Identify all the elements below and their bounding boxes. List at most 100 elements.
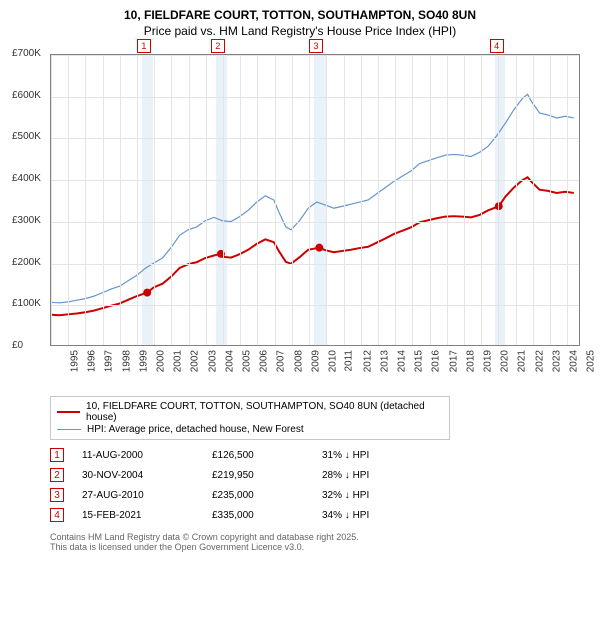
x-gridline — [378, 55, 379, 345]
x-axis-label: 2006 — [259, 350, 270, 372]
x-gridline — [257, 55, 258, 345]
legend-swatch-hpi — [57, 429, 81, 430]
y-gridline — [51, 264, 579, 265]
sale-idx: 3 — [50, 488, 64, 502]
y-gridline — [51, 305, 579, 306]
x-axis-label: 2010 — [327, 350, 338, 372]
x-gridline — [120, 55, 121, 345]
x-axis-label: 2023 — [551, 350, 562, 372]
footer: Contains HM Land Registry data © Crown c… — [50, 532, 588, 552]
x-gridline — [171, 55, 172, 345]
sale-row: 230-NOV-2004£219,95028% ↓ HPI — [50, 468, 588, 482]
chart-container: 10, FIELDFARE COURT, TOTTON, SOUTHAMPTON… — [0, 0, 600, 560]
sale-row: 4 15-FEB-2021£335,00034% ↓ HPI — [50, 508, 588, 522]
x-axis-label: 2003 — [207, 350, 218, 372]
x-gridline — [550, 55, 551, 345]
sale-date: 30-NOV-2004 — [82, 470, 212, 481]
x-axis-label: 2022 — [534, 350, 545, 372]
x-gridline — [481, 55, 482, 345]
x-gridline — [51, 55, 52, 345]
y-gridline — [51, 138, 579, 139]
x-axis-label: 1997 — [104, 350, 115, 372]
sale-idx: 2 — [50, 468, 64, 482]
y-gridline — [51, 222, 579, 223]
sale-marker: 4 — [490, 39, 504, 53]
x-gridline — [412, 55, 413, 345]
y-gridline — [51, 180, 579, 181]
sale-date: 15-FEB-2021 — [82, 510, 212, 521]
x-gridline — [464, 55, 465, 345]
x-gridline — [533, 55, 534, 345]
x-axis-label: 2015 — [413, 350, 424, 372]
sale-delta: 34% ↓ HPI — [322, 510, 432, 521]
footer-line-2: This data is licensed under the Open Gov… — [50, 542, 588, 552]
sale-delta: 31% ↓ HPI — [322, 450, 432, 461]
sale-marker: 3 — [309, 39, 323, 53]
x-gridline — [103, 55, 104, 345]
sale-marker: 1 — [137, 39, 151, 53]
x-gridline — [326, 55, 327, 345]
highlight-band — [216, 55, 226, 345]
sale-delta: 28% ↓ HPI — [322, 470, 432, 481]
x-gridline — [567, 55, 568, 345]
sale-marker: 2 — [211, 39, 225, 53]
x-axis-label: 2002 — [190, 350, 201, 372]
plot-area: 1234 — [50, 54, 580, 346]
x-axis-label: 2009 — [310, 350, 321, 372]
x-axis-label: 2007 — [276, 350, 287, 372]
x-gridline — [430, 55, 431, 345]
x-axis-label: 2011 — [344, 350, 355, 372]
x-gridline — [85, 55, 86, 345]
y-gridline — [51, 55, 579, 56]
y-axis-label: £100K — [12, 298, 41, 309]
x-axis-label: 2001 — [172, 350, 183, 372]
x-axis-label: 2014 — [396, 350, 407, 372]
x-axis-label: 2016 — [431, 350, 442, 372]
chart-wrap: £0 £100K £200K £300K £400K £500K £600K £700K 12… — [12, 46, 588, 386]
x-axis-label: 2017 — [448, 350, 459, 372]
legend-label-price: 10, FIELDFARE COURT, TOTTON, SOUTHAMPTON… — [86, 401, 443, 423]
y-axis-label: £500K — [12, 131, 41, 142]
sale-price: £126,500 — [212, 450, 322, 461]
sale-row: 111-AUG-2000£126,50031% ↓ HPI — [50, 448, 588, 462]
x-gridline — [516, 55, 517, 345]
x-gridline — [189, 55, 190, 345]
legend-swatch-price — [57, 411, 80, 413]
x-axis-label: 1995 — [69, 350, 80, 372]
y-axis-label: £300K — [12, 215, 41, 226]
x-axis-label: 2008 — [293, 350, 304, 372]
y-axis-label: £200K — [12, 257, 41, 268]
x-gridline — [498, 55, 499, 345]
x-axis-label: 2005 — [241, 350, 252, 372]
sale-price: £235,000 — [212, 490, 322, 501]
x-axis-label: 2020 — [499, 350, 510, 372]
y-gridline — [51, 97, 579, 98]
x-axis-label: 2021 — [517, 350, 528, 372]
x-axis-label: 1999 — [138, 350, 149, 372]
y-axis-label: £600K — [12, 90, 41, 101]
legend-label-hpi: HPI: Average price, detached house, New … — [87, 424, 304, 435]
x-axis-label: 2013 — [379, 350, 390, 372]
x-axis-label: 2012 — [362, 350, 373, 372]
x-axis-label: 1998 — [121, 350, 132, 372]
sale-idx: 4 — [50, 508, 64, 522]
sale-date: 11-AUG-2000 — [82, 450, 212, 461]
x-gridline — [344, 55, 345, 345]
sale-price: £335,000 — [212, 510, 322, 521]
y-axis-label: £0 — [12, 340, 23, 351]
legend: 10, FIELDFARE COURT, TOTTON, SOUTHAMPTON… — [50, 396, 450, 440]
x-axis-label: 2004 — [224, 350, 235, 372]
y-axis-label: £400K — [12, 173, 41, 184]
sale-table: 111-AUG-2000£126,50031% ↓ HPI 2 30-NOV-200… — [50, 448, 588, 522]
x-axis-label: 2024 — [568, 350, 579, 372]
x-gridline — [154, 55, 155, 345]
x-gridline — [309, 55, 310, 345]
x-axis-label: 2019 — [482, 350, 493, 372]
x-gridline — [137, 55, 138, 345]
x-gridline — [223, 55, 224, 345]
sale-row: 327-AUG-2010£235,00032% ↓ HPI — [50, 488, 588, 502]
x-gridline — [447, 55, 448, 345]
x-gridline — [361, 55, 362, 345]
x-gridline — [292, 55, 293, 345]
y-axis-label: £700K — [12, 48, 41, 59]
